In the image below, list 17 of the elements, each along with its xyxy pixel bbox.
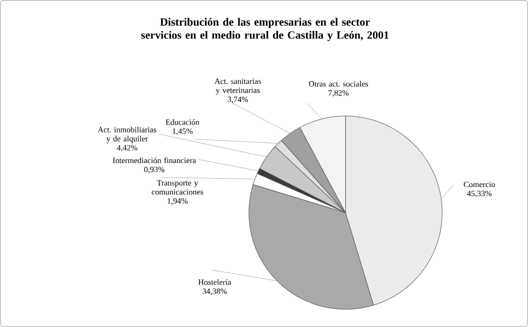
slice-label: Otras act. sociales [308, 81, 368, 87]
slice-label: Act. sanitarias y veterinarias [214, 78, 261, 95]
slice-label: Educación [166, 119, 200, 125]
data-label: 0,93% [144, 166, 164, 174]
data-label: 7,82% [328, 90, 349, 97]
data-label: 4,42% [116, 145, 138, 152]
slice-label: Hostelería [198, 279, 232, 286]
data-label: 45,33% [467, 190, 492, 198]
data-label: 1,94% [168, 198, 188, 205]
data-label: 3,74% [228, 96, 248, 104]
slice-label: Transporte y comunicaciones [152, 180, 204, 195]
slice-label: Act. inmobiliarias y de alquiler [98, 126, 156, 144]
data-label: 1,45% [172, 128, 193, 136]
slice-label: Intermediación financiera [112, 158, 196, 164]
slice-label: Comercio [464, 182, 495, 188]
chart-title: Distribución de las empresarias en el sector servicios en el medio rural de Castilla y León, 2001 [141, 18, 389, 42]
data-label: 34,38% [202, 288, 227, 296]
